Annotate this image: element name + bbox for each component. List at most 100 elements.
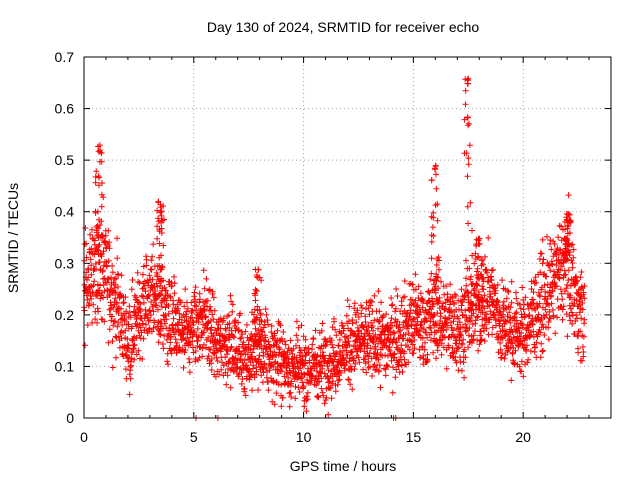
data-point [262,306,269,312]
data-point [154,273,161,280]
data-point [475,347,482,354]
data-point [180,364,187,371]
data-point [259,328,266,335]
data-point [542,306,549,313]
data-point [258,277,265,284]
y-tick-label: 0.4 [55,204,75,220]
data-point [97,147,104,154]
data-point [533,339,540,346]
data-point [427,276,434,283]
data-point [419,304,426,311]
data-point [171,273,177,280]
data-point [112,318,119,325]
data-point [140,299,147,306]
data-point [567,218,574,225]
data-point [453,340,460,347]
data-point [149,276,156,283]
data-point [114,323,121,330]
data-point [319,320,326,327]
data-point [483,325,490,332]
data-point [328,395,335,402]
data-point [559,306,566,313]
data-point [385,363,391,370]
data-point [570,246,577,253]
data-point [412,321,418,328]
data-point [434,347,441,354]
data-point [428,177,435,184]
data-point [135,278,142,285]
data-point [200,267,207,274]
data-point [465,161,472,168]
data-point [331,318,337,325]
data-point [530,296,537,303]
data-point [93,245,100,252]
data-point [124,336,131,342]
data-point [512,289,519,296]
chart-title: Day 130 of 2024, SRMTID for receiver ech… [207,19,480,35]
data-point [463,282,470,289]
data-point [292,383,299,390]
data-point [401,278,408,284]
x-tick-label: 5 [190,429,198,445]
data-point [457,331,464,338]
data-point [559,296,566,303]
data-point [162,304,169,311]
data-point [507,304,514,311]
data-point [363,326,370,333]
data-point [391,330,398,337]
data-point [227,384,234,391]
data-point [548,300,555,307]
data-point [327,384,334,391]
data-point [581,316,588,323]
data-point [133,351,140,358]
data-point [361,356,368,363]
data-point [397,327,404,334]
data-point [155,339,162,346]
data-point [200,329,207,336]
data-point [324,338,330,345]
data-point [406,346,413,353]
data-point [569,320,576,327]
data-point [242,328,249,335]
data-point [458,302,465,309]
data-point [128,362,134,369]
data-point [549,306,556,313]
data-point [261,361,267,368]
data-point [490,266,496,273]
data-point [567,294,574,301]
data-point [480,298,487,305]
data-point [355,354,362,361]
data-point [101,318,108,325]
data-point [253,273,260,280]
data-point [154,223,161,230]
data-point [189,344,196,351]
data-point [256,352,263,359]
data-point [103,263,110,270]
data-point [548,292,555,299]
data-point [465,294,472,301]
data-point [574,278,580,285]
data-point [410,333,417,339]
data-point [226,336,233,343]
data-point [363,305,369,312]
data-point [254,274,261,281]
data-point [302,336,309,343]
data-point [168,282,175,289]
data-point [280,329,287,335]
data-point [237,310,244,317]
data-point [445,344,452,351]
data-point [286,390,293,397]
data-point [547,237,554,244]
data-point [408,296,415,303]
data-point [92,173,99,180]
data-point [476,341,483,348]
data-point [137,324,144,331]
data-point [320,352,327,359]
data-point [540,256,547,263]
data-point [458,332,464,339]
data-point [85,274,92,281]
data-point [157,318,164,324]
data-point [538,316,545,322]
data-point [512,310,519,317]
data-point [99,180,105,186]
